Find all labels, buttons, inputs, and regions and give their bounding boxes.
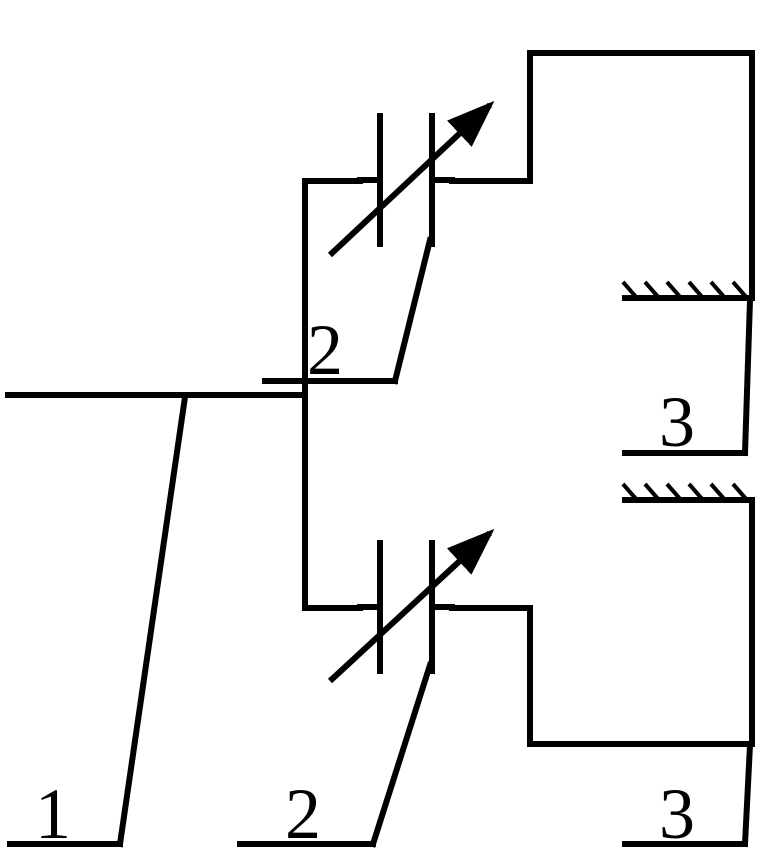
- circuit-diagram: 12233: [0, 0, 782, 867]
